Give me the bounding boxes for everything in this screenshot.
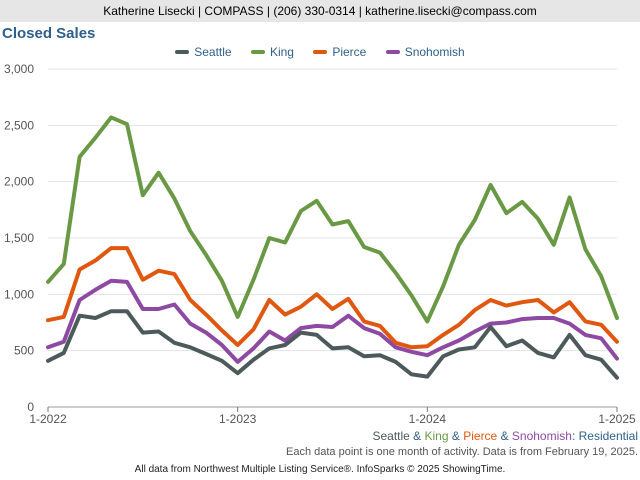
x-tick-label-2: 1-2024: [409, 412, 447, 426]
legend-label-pierce: Pierce: [332, 45, 367, 59]
y-tick-label-0: 0: [27, 400, 34, 414]
y-tick-label-6: 3,000: [4, 62, 34, 76]
series-line-king: [46, 115, 619, 324]
header-contact-text: Katherine Lisecki | COMPASS | (206) 330-…: [103, 4, 537, 18]
footer-attribution: All data from Northwest Multiple Listing…: [134, 464, 506, 475]
legend-label-seattle: Seattle: [194, 45, 232, 59]
legend-label-king: King: [269, 45, 294, 59]
y-tick-label-1: 500: [14, 344, 34, 358]
x-tick-label-1: 1-2023: [219, 412, 257, 426]
legend-item-pierce[interactable]: Pierce: [313, 45, 366, 59]
y-tick-label-4: 2,000: [4, 175, 34, 189]
x-tick-label-0: 1-2022: [29, 412, 67, 426]
legend-swatch-seattle: [175, 49, 190, 54]
y-tick-label-5: 2,500: [4, 118, 34, 132]
chart-subtitle: Seattle & King & Pierce & Snohomish: Res…: [372, 429, 638, 443]
legend-label-snohomish: Snohomish: [404, 45, 465, 59]
legend-swatch-snohomish: [385, 49, 400, 54]
x-tick-label-3: 1-2025: [598, 412, 636, 426]
subtitle-part-sep-3: &: [497, 429, 512, 443]
subtitle-part-snohomish: Snohomish: [511, 429, 572, 443]
data-note: Each data point is one month of activity…: [286, 446, 638, 458]
header-bar: Katherine Lisecki | COMPASS | (206) 330-…: [0, 0, 640, 22]
series-line-seattle: [46, 309, 619, 380]
subtitle-part-sep-2: &: [448, 429, 464, 443]
series-line-pierce: [46, 246, 619, 350]
series-line-snohomish: [46, 278, 619, 364]
legend-item-snohomish[interactable]: Snohomish: [385, 45, 465, 59]
legend-item-seattle[interactable]: Seattle: [175, 45, 232, 59]
y-tick-label-2: 1,000: [4, 287, 34, 301]
subtitle-part-seattle: Seattle: [372, 429, 410, 443]
subtitle-part-pierce: Pierce: [463, 429, 498, 443]
chart-title: Closed Sales: [2, 25, 96, 42]
legend-item-king[interactable]: King: [250, 45, 294, 59]
subtitle-part-king: King: [424, 429, 449, 443]
subtitle-part-residential: : Residential: [571, 429, 638, 443]
chart-legend: Seattle King Pierce Snohomish: [0, 45, 640, 59]
legend-swatch-pierce: [313, 49, 328, 54]
subtitle-part-sep-1: &: [409, 429, 425, 443]
y-tick-label-3: 1,500: [4, 231, 34, 245]
legend-swatch-king: [250, 49, 265, 54]
